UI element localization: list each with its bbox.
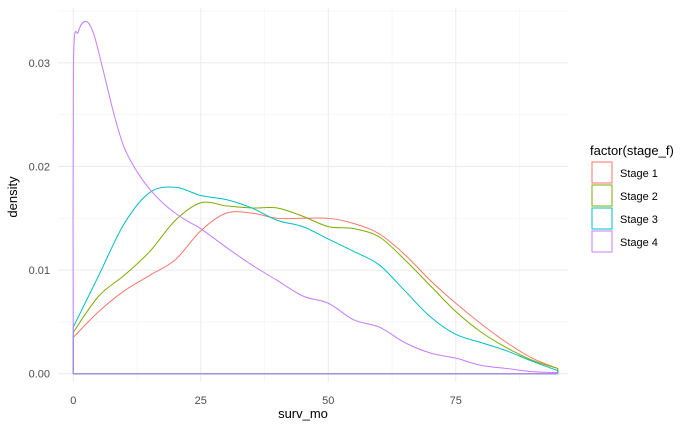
x-tick-label: 75	[450, 395, 462, 407]
legend-label-stage-2: Stage 2	[620, 191, 658, 203]
legend-key-stage-1	[591, 161, 613, 184]
legend-label-stage-3: Stage 3	[620, 214, 658, 226]
density-curve-stage-1	[72, 211, 559, 375]
legend-key-stage-2	[591, 184, 613, 207]
y-tick-label: 0.01	[29, 265, 50, 277]
y-tick-label: 0.02	[29, 162, 50, 174]
density-curve-stage-4	[72, 20, 559, 375]
legend-title: factor(stage_f)	[590, 143, 674, 158]
y-tick-label: 0.00	[29, 369, 50, 381]
grid-lines	[58, 8, 568, 382]
axis-tick-labels: 0 25 50 75 0.00 0.01 0.02 0.03	[29, 58, 462, 407]
x-tick-label: 25	[195, 395, 207, 407]
y-axis-title: density	[5, 176, 20, 218]
density-curve-stage-3	[72, 186, 559, 375]
x-tick-label: 0	[70, 395, 76, 407]
legend-label-stage-1: Stage 1	[620, 168, 658, 180]
x-axis-title: surv_mo	[278, 406, 328, 421]
legend-items: Stage 1 Stage 2 Stage 3 Stage 4	[591, 161, 658, 253]
x-tick-label: 50	[322, 395, 334, 407]
density-curve-stage-2	[72, 201, 559, 375]
density-curves	[72, 20, 559, 375]
y-tick-label: 0.03	[29, 58, 50, 70]
legend-key-stage-3	[591, 207, 613, 230]
legend-key-stage-4	[591, 230, 613, 253]
legend-label-stage-4: Stage 4	[620, 237, 658, 249]
